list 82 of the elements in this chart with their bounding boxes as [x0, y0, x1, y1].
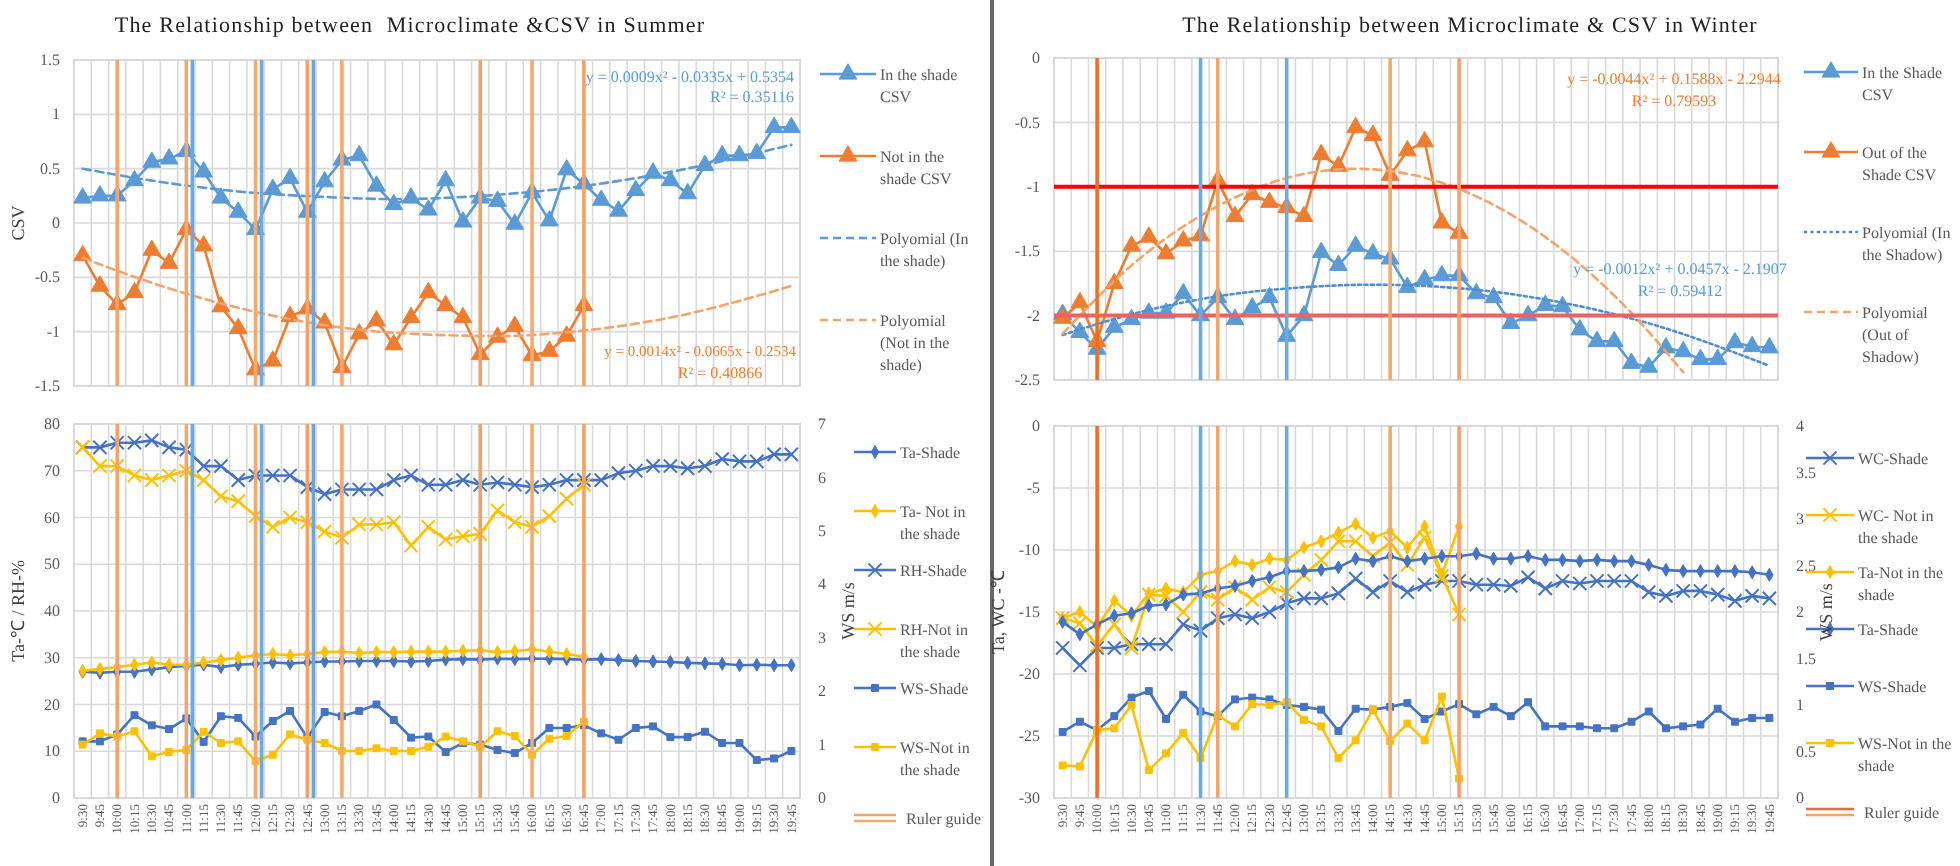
y-tick-label: -20: [1018, 665, 1040, 684]
y-tick-label: -5: [1026, 479, 1040, 498]
y2-tick-label: 1: [818, 735, 826, 754]
legend-label: RH-Not in the shade: [900, 621, 968, 661]
y2-tick-label: 3.5: [1796, 463, 1816, 482]
text: Ruler guide: [906, 810, 982, 828]
text: Ruler guide: [1864, 804, 1940, 822]
y-tick-label: -10: [1018, 541, 1040, 560]
y2-tick-label: 0: [818, 789, 826, 808]
y2-tick-label: 6: [818, 468, 826, 487]
y-tick-label: -2.5: [1014, 371, 1040, 390]
annotation: R² = 0.35116: [710, 88, 794, 106]
y-tick-label: -2: [1026, 306, 1040, 325]
annotation: R² = 0.79593: [1631, 92, 1717, 110]
legend-label: In the Shade CSV: [1862, 64, 1943, 104]
y2-tick-label: 4: [818, 575, 826, 594]
y2-tick-label: 2: [1796, 603, 1804, 622]
legend-label: Not in the shade CSV: [880, 148, 952, 188]
y-tick-label: -15: [1018, 603, 1040, 622]
y-axis-title: CSV: [8, 204, 28, 241]
legend-label: In the shade CSV: [880, 66, 959, 106]
y-tick-label: 0: [52, 214, 60, 233]
y-tick-label: 1: [52, 105, 60, 124]
chart-title: The Relationship between Microclimate &CSV in Summer: [114, 14, 706, 38]
annotation: R² = 0.59412: [1637, 282, 1723, 300]
annotation: R² = 0.40866: [677, 364, 763, 382]
y-axis-title: Ta, WC -℃: [988, 570, 1008, 654]
y2-tick-label: 1: [1796, 696, 1804, 715]
y-tick-label: -1: [1026, 177, 1040, 196]
annotation: y = -0.0044x² + 0.1588x - 2.2944: [1567, 70, 1781, 88]
y2-tick-label: 4: [1796, 417, 1804, 436]
annotation: y = 0.0009x² - 0.0335x + 0.5354: [585, 68, 794, 86]
legend-label: WS-Not in the shade: [1858, 735, 1953, 775]
y-tick-label: 30: [44, 648, 60, 667]
legend-label: Ta-Not in the shade: [1858, 564, 1944, 604]
y2-tick-label: 2: [818, 682, 826, 701]
y2-tick-label: 0.5: [1796, 742, 1816, 761]
y-tick-label: 60: [44, 508, 60, 527]
y-tick-label: -25: [1018, 727, 1040, 746]
y2-axis-title: WS m/s: [1816, 582, 1836, 641]
y-tick-label: -1.5: [34, 377, 60, 396]
legend-label: Polyomial (In the Shadow): [1862, 224, 1951, 264]
legend-label: RH-Shade: [900, 562, 968, 580]
y-tick-label: -0.5: [1014, 113, 1040, 132]
y-tick-label: 20: [44, 695, 60, 714]
legend-label: WS-Not in the shade: [900, 739, 970, 779]
y2-tick-label: 3: [818, 628, 826, 647]
y-tick-label: 80: [44, 415, 60, 434]
y-tick-label: 1.5: [40, 51, 60, 70]
y-tick-label: 0: [1032, 417, 1040, 436]
y2-axis-title: WS m/s: [838, 581, 858, 640]
y-tick-label: -30: [1018, 789, 1040, 808]
y-tick-label: 50: [44, 555, 60, 574]
legend-label: WS-Shade: [1858, 678, 1928, 696]
y-tick-label: -1.5: [1014, 242, 1040, 261]
y-axis-title: Ta-℃ / RH-%: [8, 559, 28, 662]
y2-tick-label: 1.5: [1796, 649, 1816, 668]
legend-label: Ta- Not in the shade: [900, 503, 966, 543]
y-tick-label: 40: [44, 602, 60, 621]
legend-label: Polyomial (Not in the shade): [880, 312, 951, 374]
y-tick-label: 0: [52, 789, 60, 808]
y-tick-label: 0: [1032, 49, 1040, 68]
legend-label: Polyomial (In the shade): [880, 230, 969, 270]
y2-tick-label: 7: [818, 415, 826, 434]
legend-label: WC- Not in the shade: [1858, 507, 1934, 547]
y2-tick-label: 5: [818, 521, 826, 540]
y2-tick-label: 0: [1796, 789, 1804, 808]
legend-label: Out of the Shade CSV: [1862, 144, 1937, 184]
legend-label: Ta-Shade: [1858, 621, 1920, 639]
legend-label: Polyomial (Out of Shadow): [1862, 304, 1930, 366]
y-tick-label: 10: [44, 742, 60, 761]
y-tick-label: 0.5: [40, 159, 60, 178]
annotation: y = -0.0012x² + 0.0457x - 2.1907: [1573, 260, 1787, 278]
legend-label: WC-Shade: [1858, 450, 1930, 468]
chart-title: The Relationship between Microclimate & CSV in Winter: [1182, 14, 1758, 38]
y-tick-label: -0.5: [34, 268, 60, 287]
y-tick-label: -1: [46, 322, 60, 341]
y2-tick-label: 3: [1796, 510, 1804, 529]
legend-label: WS-Shade: [900, 680, 970, 698]
y-tick-label: 70: [44, 461, 60, 480]
y2-tick-label: 2.5: [1796, 556, 1816, 575]
legend-label: Ta-Shade: [900, 444, 962, 462]
